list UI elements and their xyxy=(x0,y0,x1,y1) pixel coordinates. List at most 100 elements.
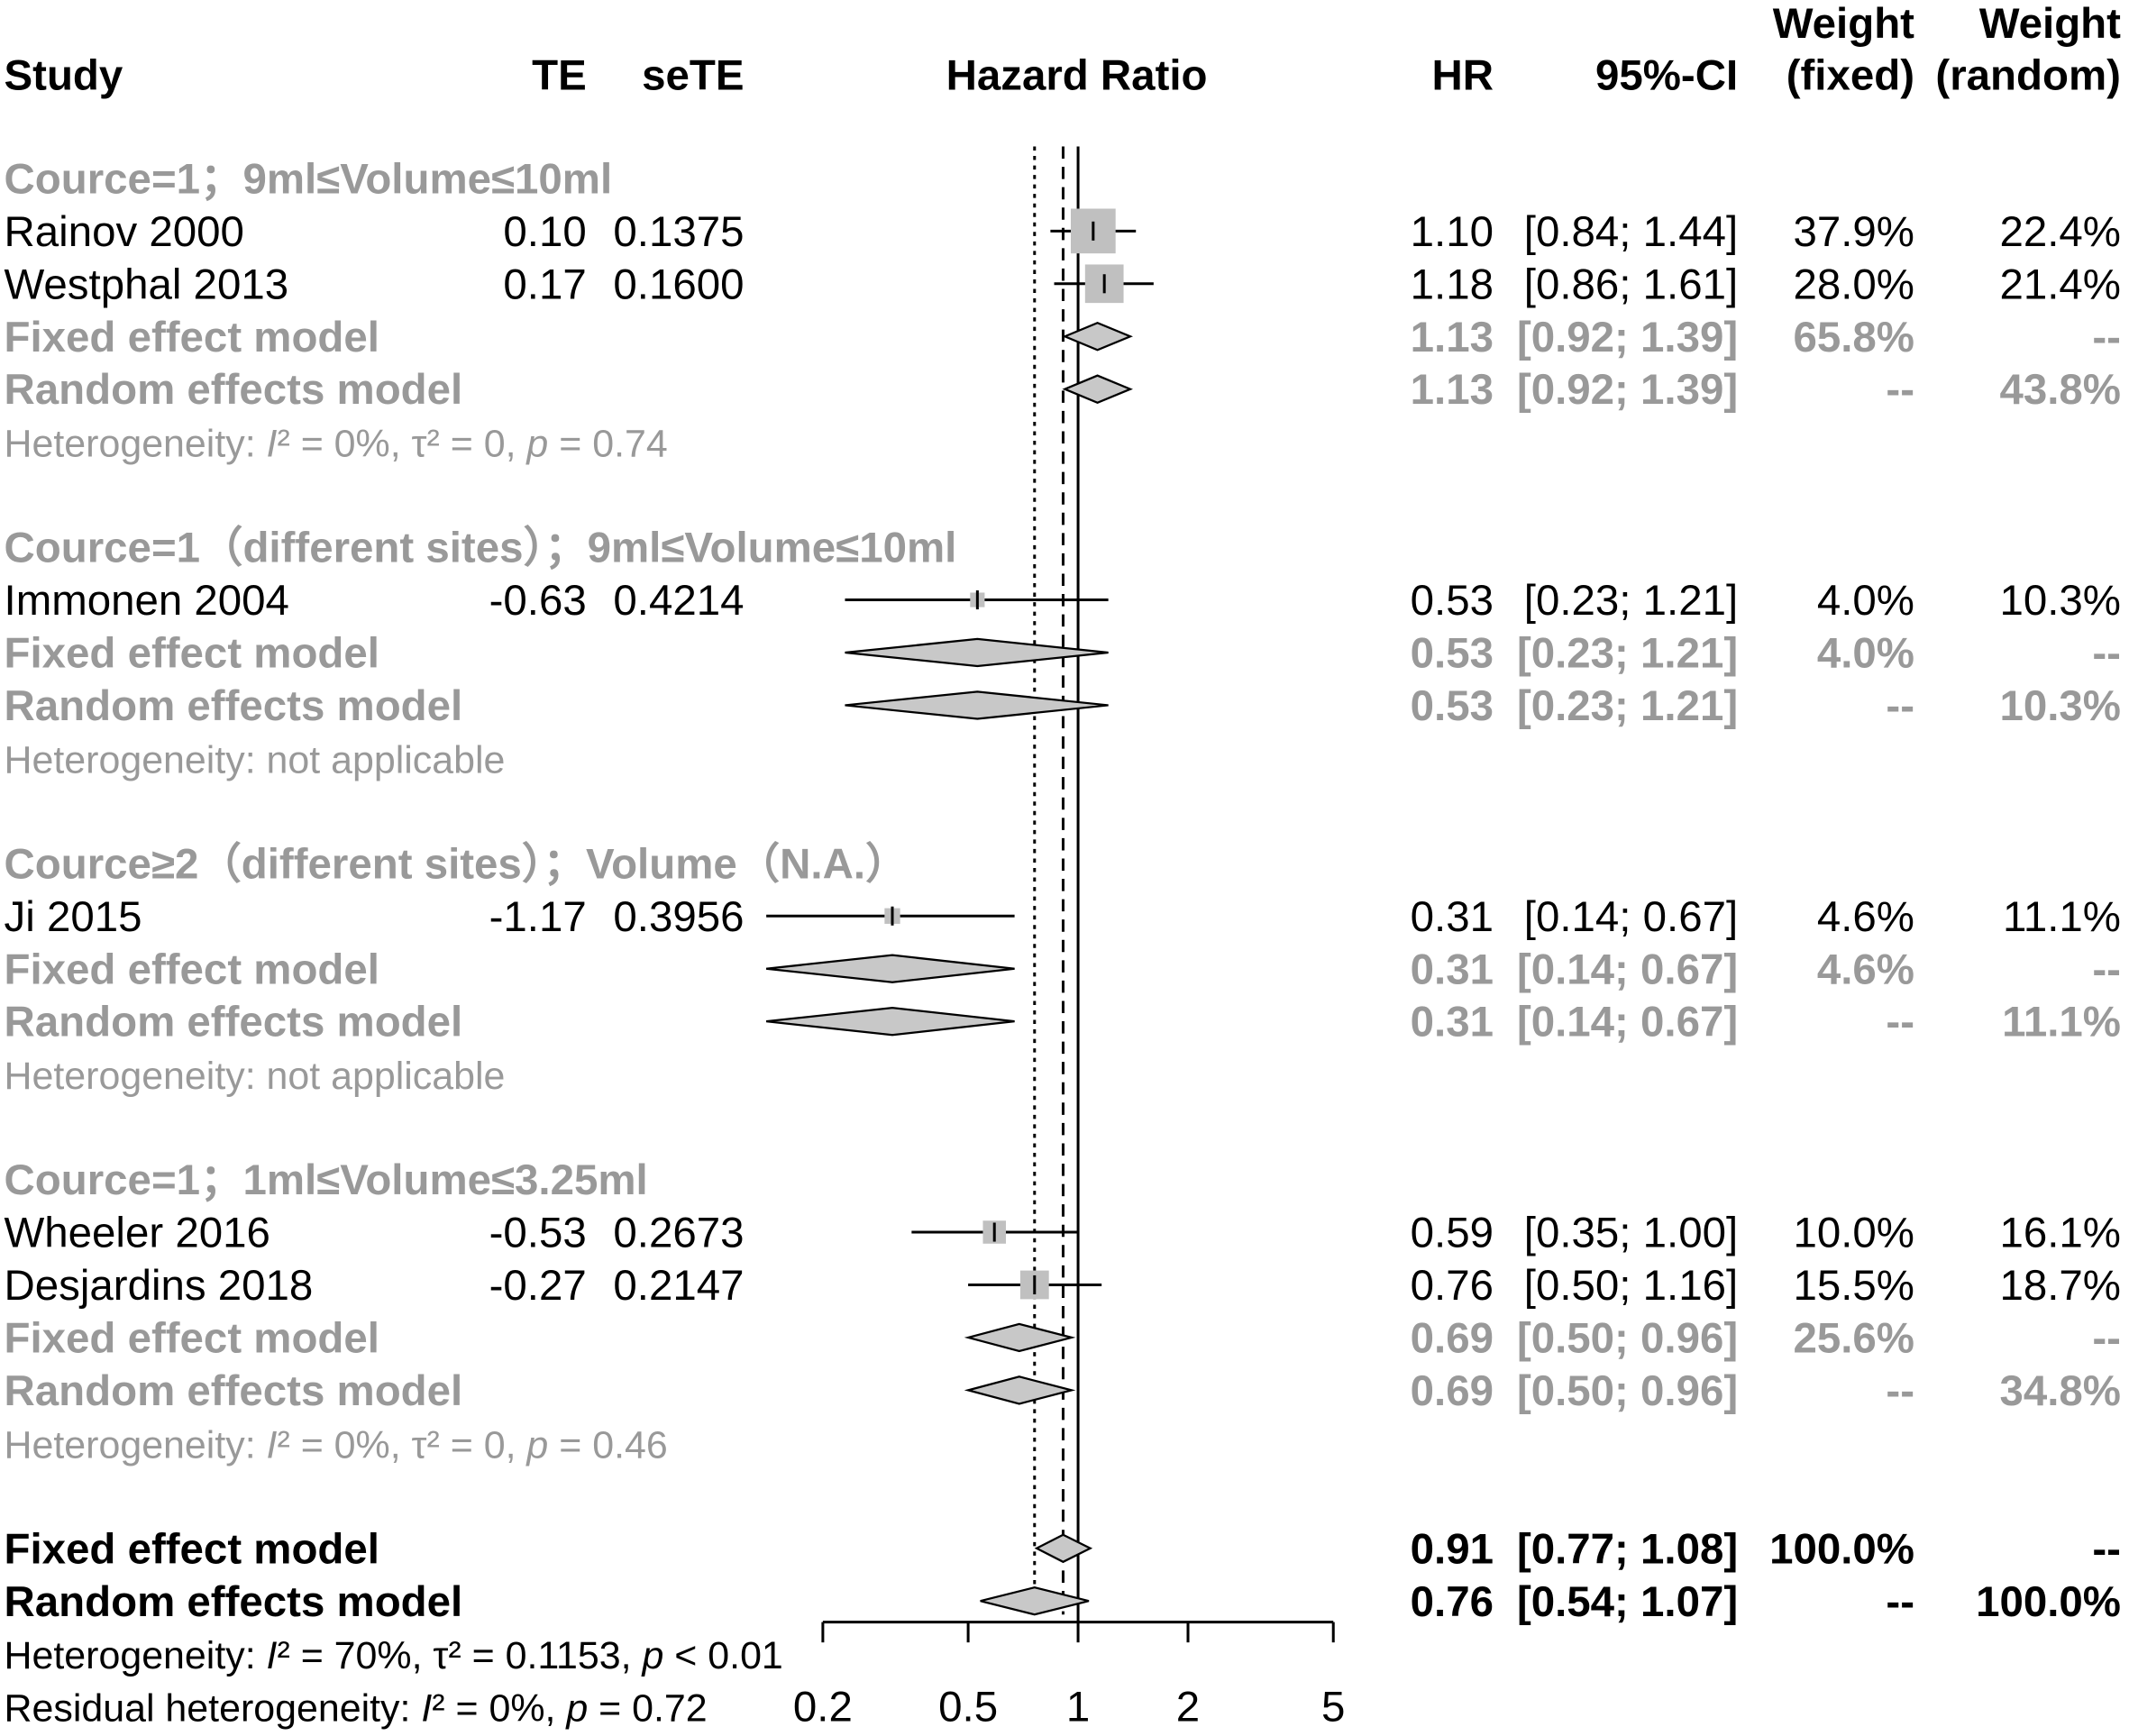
hr-value: 0.31 xyxy=(1411,893,1494,941)
study-name: Desjardins 2018 xyxy=(5,1262,314,1310)
weight-random-value: 22.4% xyxy=(1999,208,2120,256)
weight-random-value: 10.3% xyxy=(1999,577,2120,625)
random-diamond xyxy=(766,1006,1015,1037)
heterogeneity-text-segment: p xyxy=(525,423,548,466)
weight-fixed-value: -- xyxy=(1886,999,1914,1046)
ci-value: [0.50; 1.16] xyxy=(1524,1262,1738,1310)
weight-fixed-value: -- xyxy=(1886,682,1914,730)
sete-value: 0.3956 xyxy=(613,893,744,941)
hr-value: 1.13 xyxy=(1411,314,1494,361)
random-diamond xyxy=(964,1375,1076,1405)
residual-heterogeneity: Residual heterogeneity: I² = 0%, p = 0.7… xyxy=(5,1687,708,1731)
header-hr: HR xyxy=(1431,51,1494,99)
heterogeneity-text-segment: < 0.01 xyxy=(663,1634,782,1677)
subgroup-label: Cource=1；9ml≤Volume≤10ml xyxy=(5,155,613,203)
weight-fixed-value: -- xyxy=(1886,366,1914,414)
hr-value: 0.53 xyxy=(1411,630,1494,678)
weight-fixed-value: 10.0% xyxy=(1793,1210,1914,1257)
te-value: -0.63 xyxy=(489,577,587,625)
x-tick-label: 0.2 xyxy=(793,1684,853,1731)
random-diamond xyxy=(1062,374,1133,404)
random-model-label: Random effects model xyxy=(5,999,463,1046)
ci-value: [0.14; 0.67] xyxy=(1524,893,1738,941)
subgroup-heterogeneity: Heterogeneity: not applicable xyxy=(5,738,506,781)
random-model-row: Random effects model 1.13 [0.92; 1.39] -- 43… xyxy=(5,366,2121,414)
column-headers: Study TE seTE Hazard Ratio HR 95%-CI Wei… xyxy=(5,0,2122,99)
study-row: Rainov 2000 0.10 0.1375 1.10 [0.84; 1.44] 37.… xyxy=(5,208,2121,256)
weight-random-value: -- xyxy=(2092,1314,2121,1362)
random-model-row: Random effects model 0.69 [0.50; 0.96] -- 34… xyxy=(5,1367,2121,1415)
hr-value: 0.76 xyxy=(1411,1262,1494,1310)
study-name: Rainov 2000 xyxy=(5,208,244,256)
te-value: -1.17 xyxy=(489,893,587,941)
te-value: -0.53 xyxy=(489,1210,587,1257)
overall-random-model-label: Random effects model xyxy=(5,1578,463,1626)
ci-value: [0.50; 0.96] xyxy=(1517,1367,1738,1415)
heterogeneity-text-segment: ² = 0%, xyxy=(432,1687,566,1731)
weight-fixed-value: 4.6% xyxy=(1817,893,1914,941)
ci-value: [0.92; 1.39] xyxy=(1517,366,1738,414)
heterogeneity-text-segment: p xyxy=(564,1687,588,1731)
weight-random-value: -- xyxy=(2092,946,2121,993)
overall-fixed-model-label: Fixed effect model xyxy=(5,1525,379,1573)
subgroup-label: Cource=1；1ml≤Volume≤3.25ml xyxy=(5,1156,648,1204)
weight-random-value: -- xyxy=(2092,1525,2121,1573)
overall-random-diamond xyxy=(980,1585,1090,1616)
study-name: Immonen 2004 xyxy=(5,577,289,625)
ci-value: [0.14; 0.67] xyxy=(1517,999,1738,1046)
heterogeneity-text-segment: ² = 0%, τ² = 0, xyxy=(277,423,526,466)
hr-value: 0.69 xyxy=(1411,1367,1494,1415)
overall-random-model-row: Random effects model 0.76 [0.54; 1.07] -- 10… xyxy=(5,1578,2121,1626)
fixed-diamond xyxy=(964,1322,1076,1353)
subgroup-heterogeneity: Heterogeneity: I² = 0%, τ² = 0, p = 0.74 xyxy=(5,423,668,466)
header-weight-random-line2: (random) xyxy=(1935,51,2121,99)
subgroup-label: Cource=1（different sites）；9ml≤Volume≤10m… xyxy=(5,525,957,572)
ci-value: [0.84; 1.44] xyxy=(1524,208,1738,256)
x-tick-label: 0.5 xyxy=(938,1684,998,1731)
heterogeneity-text-segment: Heterogeneity: xyxy=(5,1423,267,1466)
ci-value: [0.77; 1.08] xyxy=(1517,1525,1738,1573)
study-row: Wheeler 2016 -0.53 0.2673 0.59 [0.35; 1.00] 1… xyxy=(5,1210,2121,1257)
weight-random-value: 16.1% xyxy=(1999,1210,2120,1257)
sete-value: 0.1375 xyxy=(613,208,744,256)
weight-fixed-value: 37.9% xyxy=(1793,208,1914,256)
fixed-model-row: Fixed effect model 0.69 [0.50; 0.96] 25.6% -… xyxy=(5,1314,2121,1362)
ci-value: [0.92; 1.39] xyxy=(1517,314,1738,361)
weight-fixed-value: 65.8% xyxy=(1793,314,1914,361)
weight-fixed-value: -- xyxy=(1886,1578,1914,1626)
heterogeneity-text-segment: = 0.46 xyxy=(548,1423,667,1466)
weight-fixed-value: 4.6% xyxy=(1817,946,1914,993)
weight-random-value: 100.0% xyxy=(1976,1578,2121,1626)
header-study: Study xyxy=(5,51,123,99)
weight-fixed-value: 28.0% xyxy=(1793,260,1914,308)
fixed-model-row: Fixed effect model 0.53 [0.23; 1.21] 4.0% -- xyxy=(5,630,2121,678)
weight-random-value: -- xyxy=(2092,630,2121,678)
fixed-model-label: Fixed effect model xyxy=(5,1314,379,1362)
x-axis: 0.2 0.5 1 2 5 xyxy=(793,1621,1345,1731)
heterogeneity-text-segment: I xyxy=(267,1423,278,1466)
weight-random-value: -- xyxy=(2092,314,2121,361)
ci-value: [0.14; 0.67] xyxy=(1517,946,1738,993)
fixed-model-label: Fixed effect model xyxy=(5,630,379,678)
overall-fixed-diamond xyxy=(1034,1533,1093,1564)
te-value: 0.17 xyxy=(503,260,586,308)
fixed-model-label: Fixed effect model xyxy=(5,946,379,993)
x-tick-label: 1 xyxy=(1066,1684,1090,1731)
hr-value: 1.13 xyxy=(1411,366,1494,414)
weight-random-value: 11.1% xyxy=(2003,893,2121,941)
study-name: Westphal 2013 xyxy=(5,260,289,308)
heterogeneity-text-segment: = 0.74 xyxy=(548,423,667,466)
weight-fixed-value: 25.6% xyxy=(1793,1314,1914,1362)
heterogeneity-text-segment: Heterogeneity: xyxy=(5,423,267,466)
header-weight-fixed-line1: Weight xyxy=(1773,0,1914,48)
weight-fixed-value: 100.0% xyxy=(1769,1525,1914,1573)
te-value: -0.27 xyxy=(489,1262,587,1310)
heterogeneity-text-segment: I xyxy=(267,1634,278,1677)
heterogeneity-text-segment: p xyxy=(525,1423,548,1466)
random-diamond xyxy=(845,690,1109,720)
subgroup-heterogeneity: Heterogeneity: not applicable xyxy=(5,1055,506,1098)
hr-value: 0.53 xyxy=(1411,682,1494,730)
subgroup-label: Cource≥2（different sites）；Volume（N.A.） xyxy=(5,840,909,888)
hr-value: 0.53 xyxy=(1411,577,1494,625)
weight-random-value: 43.8% xyxy=(1999,366,2120,414)
